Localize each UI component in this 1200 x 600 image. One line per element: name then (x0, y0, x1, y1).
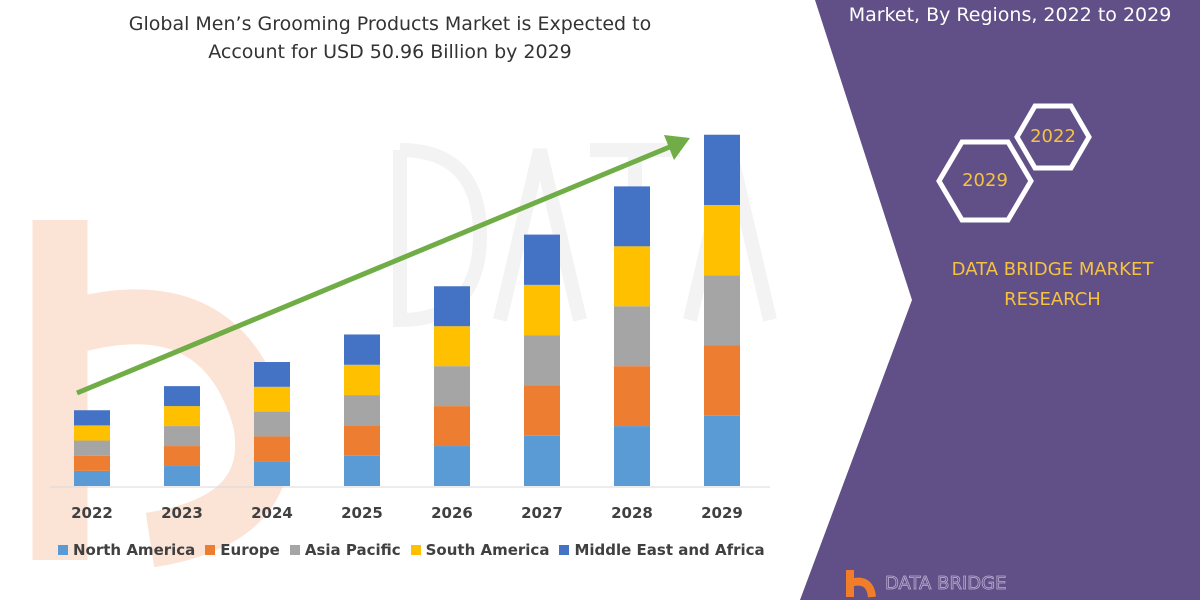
hex-label-2029: 2029 (962, 170, 1008, 191)
bar-segment-2026-north-america (434, 446, 470, 486)
legend-swatch (410, 545, 421, 555)
brand-line-2: RESEARCH (1004, 289, 1101, 310)
title-line-1: Global Men’s Grooming Products Market is… (128, 13, 652, 35)
legend-item: Asia Pacific (289, 541, 401, 559)
bar-segment-2024-south-america (254, 386, 290, 412)
bar-segment-2028-europe (614, 366, 650, 427)
trend-arrow (76, 135, 690, 396)
bar-segment-2025-middle-east-and-africa (344, 334, 380, 365)
legend-item: North America (58, 541, 195, 559)
legend-label: South America (425, 541, 550, 559)
legend-label: Middle East and Africa (574, 541, 765, 559)
x-tick-label: 2026 (431, 504, 473, 522)
legend-item: Europe (205, 541, 280, 559)
logo-text: DATA BRIDGE (885, 573, 1006, 594)
bar-segment-2027-south-america (524, 284, 560, 336)
title-line-2: Account for USD 50.96 Billion by 2029 (208, 41, 572, 63)
bar-segment-2026-asia-pacific (434, 366, 470, 407)
bar-segment-2023-south-america (164, 406, 200, 427)
bar-segment-2029-asia-pacific (704, 275, 740, 346)
bar-segment-2022-south-america (74, 425, 110, 441)
bar-segment-2028-middle-east-and-africa (614, 186, 650, 247)
bar-segment-2029-north-america (704, 415, 740, 486)
bar-segment-2028-asia-pacific (614, 306, 650, 367)
legend-swatch (58, 545, 68, 555)
bar-segment-2029-south-america (704, 204, 740, 276)
bar-segment-2025-north-america (344, 455, 380, 486)
x-tick-label: 2027 (521, 504, 563, 522)
bar-segment-2023-europe (164, 446, 200, 467)
hexagon-2022 (1014, 103, 1092, 171)
bar-segment-2026-europe (434, 406, 470, 447)
bar-segment-2024-middle-east-and-africa (254, 362, 290, 387)
x-tick-label: 2025 (341, 504, 383, 522)
bar-segment-2028-north-america (614, 426, 650, 486)
bar-segment-2027-europe (524, 385, 560, 436)
brand-line-1: DATA BRIDGE MARKET (951, 259, 1154, 280)
x-tick-label: 2028 (611, 504, 653, 522)
hexagon-2029 (936, 139, 1034, 223)
bar-segment-2024-europe (254, 436, 290, 462)
bar-segment-2022-middle-east-and-africa (74, 410, 110, 426)
bar-segment-2024-asia-pacific (254, 411, 290, 437)
bar-segment-2027-asia-pacific (524, 335, 560, 386)
legend-label: North America (73, 541, 196, 559)
x-tick-label: 2029 (701, 504, 743, 522)
bar-segment-2023-north-america (164, 466, 200, 486)
x-tick-label: 2023 (161, 504, 203, 522)
legend-swatch (205, 545, 216, 555)
bar-segment-2022-north-america (74, 470, 110, 486)
bar-segment-2025-asia-pacific (344, 395, 380, 426)
legend: North America Europe Asia Pacific South Ame… (58, 541, 765, 559)
bar-segment-2026-south-america (434, 326, 470, 367)
brand-logo: DATA BRIDGE (846, 570, 1007, 598)
bar-segment-2027-north-america (524, 435, 560, 486)
bar-segment-2024-north-america (254, 461, 290, 486)
panel-title: Market, By Regions, 2022 to 2029 (848, 4, 1172, 26)
bar-segment-2023-middle-east-and-africa (164, 386, 200, 407)
chart-title: Global Men’s Grooming Products Market is… (60, 10, 720, 66)
legend-swatch (289, 545, 300, 555)
legend-item: Middle East and Africa (559, 541, 765, 559)
brand-text: DATA BRIDGE MARKET RESEARCH (920, 255, 1185, 315)
bar-segment-2023-asia-pacific (164, 426, 200, 447)
x-tick-label: 2024 (251, 504, 293, 522)
x-tick-label: 2022 (71, 504, 113, 522)
bar-segment-2022-europe (74, 455, 110, 471)
legend-item: South America (410, 541, 550, 559)
hex-label-2022: 2022 (1030, 126, 1076, 147)
bar-segment-2022-asia-pacific (74, 440, 110, 456)
bar-segment-2026-middle-east-and-africa (434, 286, 470, 327)
bar-segment-2025-europe (344, 425, 380, 456)
bar-segment-2029-middle-east-and-africa (704, 134, 740, 205)
bar-segment-2029-europe (704, 345, 740, 416)
legend-swatch (559, 545, 570, 555)
bar-segment-2025-south-america (344, 364, 380, 396)
bar-segment-2028-south-america (614, 246, 650, 307)
bar-segment-2027-middle-east-and-africa (524, 234, 560, 285)
stacked-bar-chart: 2022 2023 2024 2025 2026 2027 2028 2029 (50, 134, 770, 522)
legend-label: Europe (220, 541, 280, 559)
legend-label: Asia Pacific (304, 541, 401, 559)
